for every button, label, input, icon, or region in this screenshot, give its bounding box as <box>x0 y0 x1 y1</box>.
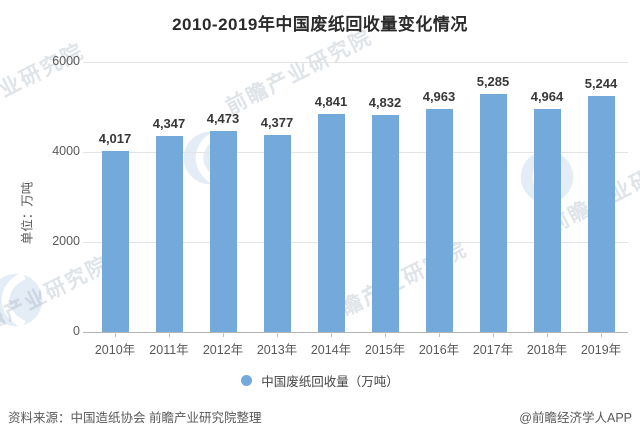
bar-2015年 <box>371 114 399 332</box>
bar-2019年 <box>587 96 615 332</box>
bar-2013年 <box>263 135 291 332</box>
y-axis-tick-label: 0 <box>73 324 80 338</box>
bar-2010年 <box>101 151 129 332</box>
brand-credit: @前瞻经济学人APP <box>519 411 632 425</box>
bar-value-label: 4,347 <box>152 116 186 132</box>
bar-2016年 <box>425 108 453 332</box>
gridline-4000 <box>83 152 628 153</box>
gridline-0 <box>83 332 628 333</box>
x-axis-label: 2016年 <box>418 343 460 357</box>
x-axis-tick <box>115 332 116 337</box>
bar-value-label: 5,244 <box>584 76 618 92</box>
y-axis-tick-label: 4000 <box>52 144 80 158</box>
bar-value-label: 4,832 <box>368 94 402 110</box>
bar-2012年 <box>209 130 237 332</box>
chart-title: 2010-2019年中国废纸回收量变化情况 <box>172 15 468 34</box>
bar-value-label: 4,473 <box>206 110 240 126</box>
bar-value-label: 4,963 <box>422 88 456 104</box>
bar-value-label: 4,017 <box>98 131 132 147</box>
x-axis-tick <box>547 332 548 337</box>
bar-2017年 <box>479 94 507 332</box>
bar-2014年 <box>317 114 345 332</box>
x-axis-label: 2017年 <box>472 343 514 357</box>
x-axis-tick <box>385 332 386 337</box>
bar-2018年 <box>533 108 561 332</box>
x-axis-tick <box>331 332 332 337</box>
x-axis-label: 2018年 <box>526 343 568 357</box>
legend: 中国废纸回收量（万吨） <box>0 371 640 389</box>
x-axis-label: 2010年 <box>94 343 136 357</box>
x-axis-label: 2011年 <box>149 343 189 357</box>
x-axis-label: 2015年 <box>364 343 406 357</box>
source-note: 资料来源：中国造纸协会 前瞻产业研究院整理 <box>8 411 262 425</box>
bar-2011年 <box>155 136 183 332</box>
x-axis-label: 2013年 <box>256 343 298 357</box>
x-axis-label: 2014年 <box>310 343 352 357</box>
bar-value-label: 4,377 <box>260 115 294 131</box>
x-axis-tick <box>169 332 170 337</box>
watermark-text: 前瞻产业研究院 <box>0 39 89 134</box>
gridline-6000 <box>83 62 628 63</box>
x-axis-tick <box>601 332 602 337</box>
plot-area: 0 2000 4000 6000 4,017 2010年 4,347 2011年 4,473 20… <box>52 54 628 357</box>
footer: 资料来源：中国造纸协会 前瞻产业研究院整理 @前瞻经济学人APP <box>8 407 632 426</box>
x-axis-tick <box>439 332 440 337</box>
legend-marker-icon <box>241 374 253 386</box>
gridline-2000 <box>83 242 628 243</box>
watermark-logo-icon <box>0 272 43 328</box>
x-axis-label: 2019年 <box>580 343 622 357</box>
bar-value-label: 4,841 <box>314 94 348 110</box>
bar-value-label: 5,285 <box>476 74 510 90</box>
y-axis-tick-label: 2000 <box>52 234 80 248</box>
bar-value-label: 4,964 <box>530 88 564 104</box>
x-axis-label: 2012年 <box>202 343 244 357</box>
x-axis-tick <box>277 332 278 337</box>
x-axis-tick <box>493 332 494 337</box>
x-axis-tick <box>223 332 224 337</box>
legend-label: 中国废纸回收量（万吨） <box>261 374 399 389</box>
y-axis-tick-label: 6000 <box>52 54 80 68</box>
